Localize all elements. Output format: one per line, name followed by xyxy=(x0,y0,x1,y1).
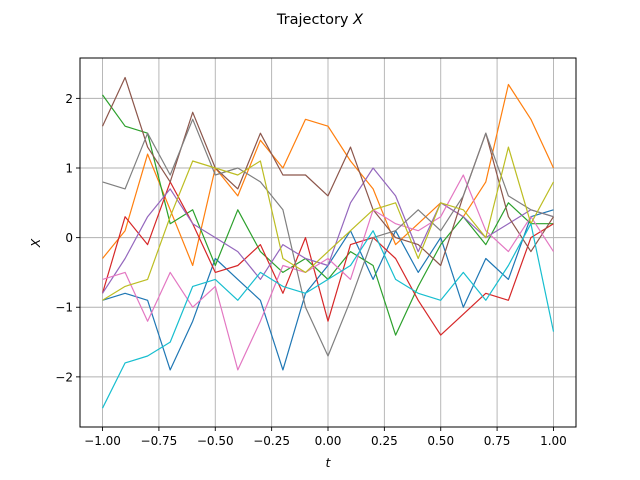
x-tick-label: 0.00 xyxy=(315,434,342,448)
chart-title: Trajectory X xyxy=(276,12,364,28)
x-tick-label: 1.00 xyxy=(540,434,567,448)
x-tick-label: 0.25 xyxy=(371,434,398,448)
x-tick-label: 0.75 xyxy=(484,434,511,448)
x-tick-label: −0.25 xyxy=(253,434,290,448)
x-tick-label: −1.00 xyxy=(84,434,121,448)
x-tick-label: −0.75 xyxy=(141,434,178,448)
axis-ticks: −1.00 −0.75 −0.50 −0.25 0.00 0.25 0.50 0.75 1.00… xyxy=(55,92,567,448)
y-tick-label: −1 xyxy=(55,301,73,315)
y-axis-label: X xyxy=(28,238,43,248)
x-tick-label: −0.50 xyxy=(197,434,234,448)
y-tick-label: 0 xyxy=(65,231,73,245)
trajectory-line-9 xyxy=(102,146,555,301)
series-layer xyxy=(101,76,555,409)
trajectory-line-7 xyxy=(102,174,555,371)
y-tick-label: 1 xyxy=(65,162,73,176)
y-tick-label: −2 xyxy=(55,370,73,384)
trajectory-line-4 xyxy=(101,181,554,336)
trajectory-line-8 xyxy=(102,118,554,357)
x-axis-label: t xyxy=(326,455,332,470)
y-tick-label: 2 xyxy=(65,92,73,106)
chart-title-variable: X xyxy=(352,12,364,28)
chart-title-text: Trajectory xyxy=(276,12,353,28)
trajectory-line-5 xyxy=(101,167,554,294)
x-tick-label: 0.50 xyxy=(427,434,454,448)
trajectory-line-10 xyxy=(101,223,555,409)
trajectory-line-2 xyxy=(102,83,555,267)
